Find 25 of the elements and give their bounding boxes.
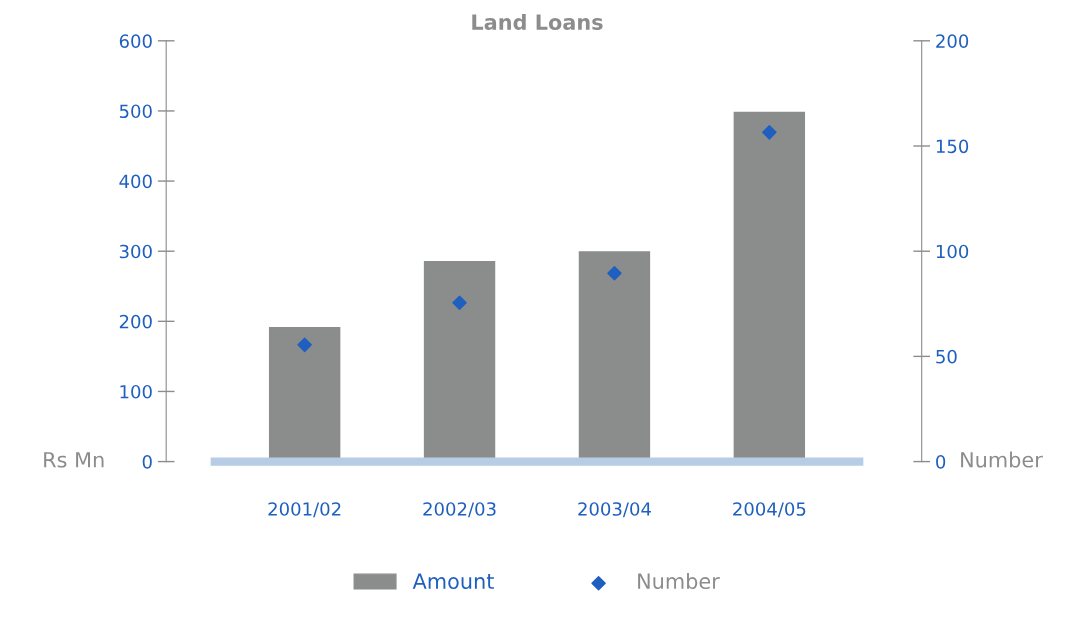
y-axis-title: Rs Mn (44, 452, 104, 468)
chart-title: Land Loans (472, 13, 603, 31)
y2-tick-label: 150 (936, 139, 969, 154)
y-tick-label: 300 (119, 244, 152, 259)
point (762, 125, 777, 140)
point (452, 295, 467, 311)
y-tick-label: 500 (119, 104, 152, 119)
point (297, 337, 312, 353)
y2-tick-label: 100 (936, 244, 969, 259)
legend-label: Number (638, 572, 720, 590)
y-tick-label: 200 (119, 314, 152, 329)
y2-tick-label: 50 (936, 349, 957, 364)
y2-tick-label: 0 (936, 455, 946, 469)
x-tick-label: 2004/05 (733, 502, 806, 518)
point (607, 266, 622, 281)
y-tick-label: 600 (119, 34, 152, 48)
legend-label: Amount (412, 573, 494, 590)
y-tick-label: 0 (142, 455, 152, 469)
y2-axis-title: Number (961, 451, 1043, 468)
y2-tick-label: 200 (936, 34, 969, 48)
x-tick-label: 2003/04 (578, 502, 651, 518)
x-tick-label: 2001/02 (268, 502, 341, 518)
y-tick-label: 100 (120, 384, 152, 399)
x-tick-label: 2002/03 (423, 502, 496, 518)
y-tick-label: 400 (119, 174, 152, 189)
